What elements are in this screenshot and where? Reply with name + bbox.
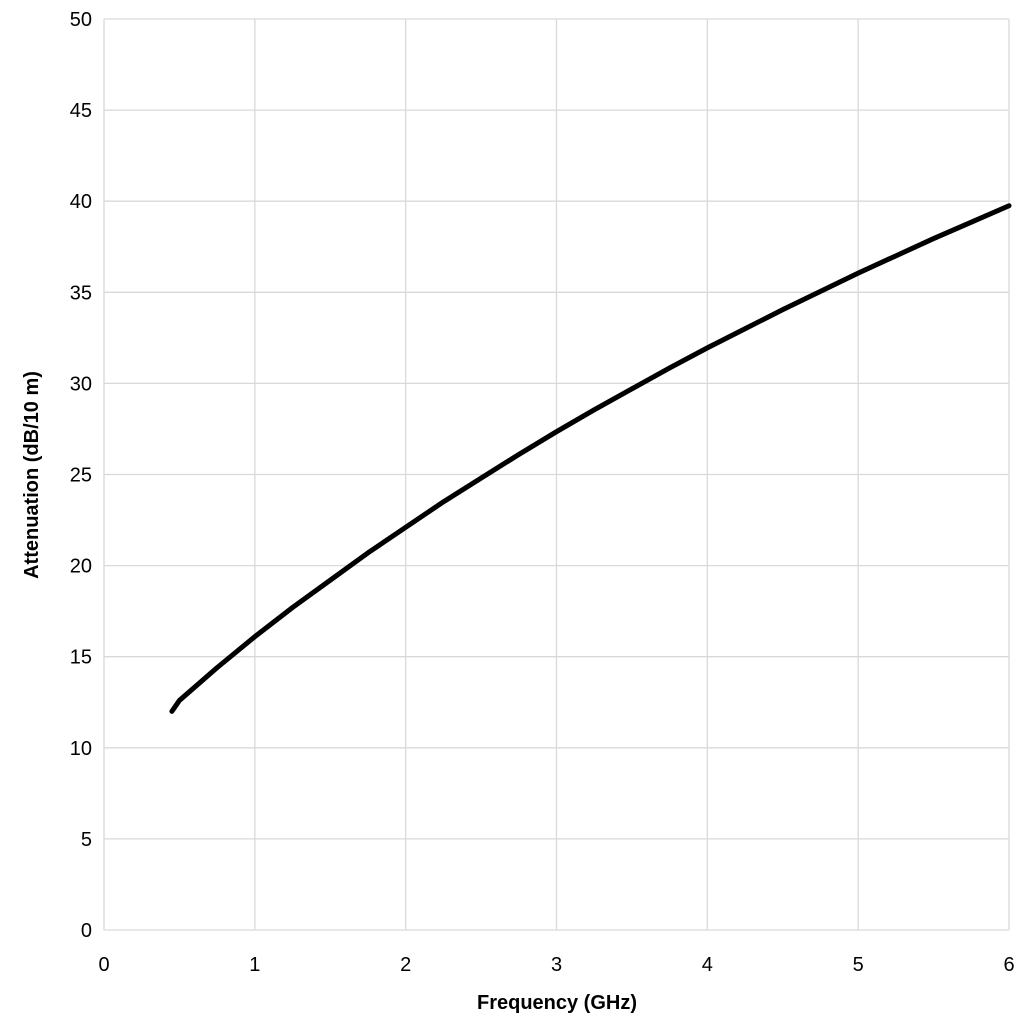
series-layer [169, 203, 1012, 714]
x-axis-title: Frequency (GHz) [477, 992, 637, 1014]
y-tick-label: 20 [70, 556, 92, 578]
y-tick-label: 25 [70, 465, 92, 487]
x-tick-label: 0 [98, 954, 109, 976]
x-tick-label: 6 [1003, 954, 1014, 976]
y-tick-label: 10 [70, 738, 92, 760]
y-tick-label: 45 [70, 100, 92, 122]
x-tick-label: 5 [853, 954, 864, 976]
x-tick-label: 4 [702, 954, 713, 976]
grid [104, 18, 1010, 930]
y-tick-label: 30 [70, 373, 92, 395]
y-axis-title: Attenuation (dB/10 m) [21, 371, 43, 579]
x-tick-label: 1 [249, 954, 260, 976]
y-tick-label: 0 [81, 920, 92, 942]
y-tick-label: 5 [81, 829, 92, 851]
axes [103, 19, 1009, 931]
y-tick-label: 15 [70, 647, 92, 669]
y-tick-label: 50 [70, 9, 92, 31]
x-tick-label: 2 [400, 954, 411, 976]
x-tick-label: 3 [551, 954, 562, 976]
y-tick-label: 40 [70, 191, 92, 213]
y-tick-label: 35 [70, 282, 92, 304]
series-line [169, 203, 1012, 714]
